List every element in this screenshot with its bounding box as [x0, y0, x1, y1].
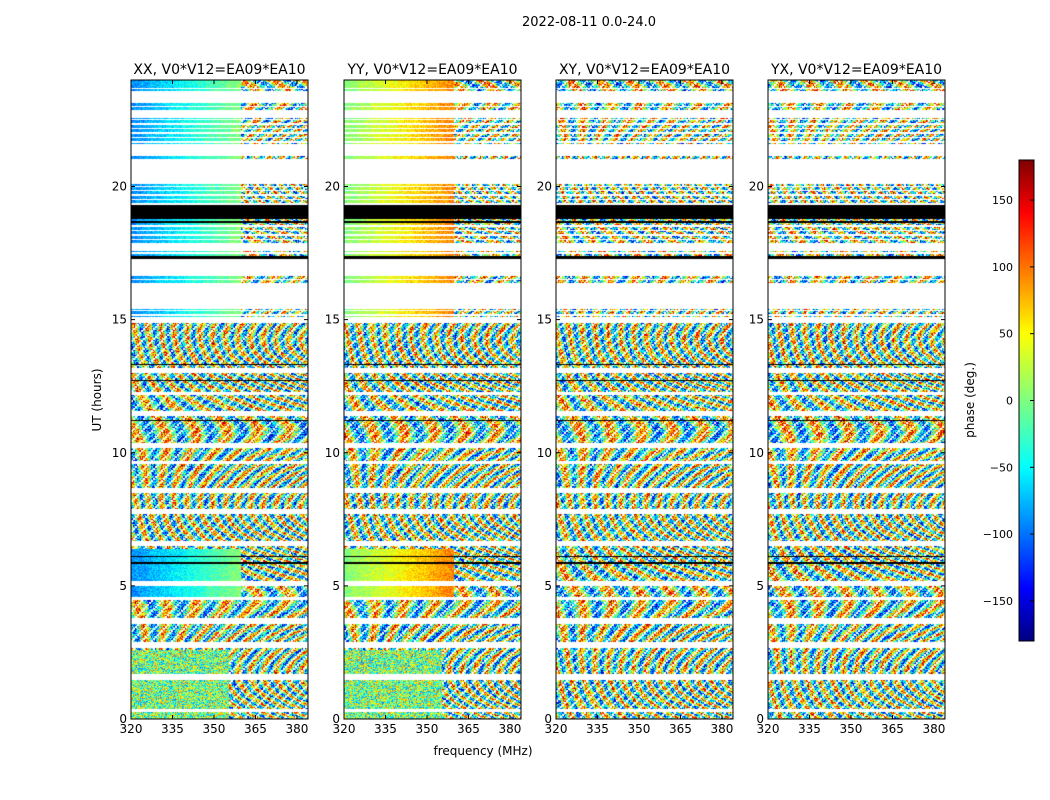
y-tick-label: 20: [749, 180, 764, 194]
y-tick-label: 5: [119, 579, 127, 593]
y-tick-label: 20: [112, 180, 127, 194]
x-axis-label: frequency (MHz): [433, 744, 532, 758]
x-tick-label: 335: [374, 722, 397, 736]
panel-frame: [343, 79, 522, 720]
y-tick-label: 10: [537, 446, 552, 460]
panel-xy: XY, V0*V12=EA09*EA10 320 335 350 365 380 0 5 10 1…: [537, 62, 734, 736]
y-tick-label: 0: [332, 712, 340, 726]
x-tick-label: 350: [840, 722, 863, 736]
panel-frame: [767, 79, 946, 720]
figure-title: 2022-08-11 0.0-24.0: [522, 15, 656, 30]
colorbar-tick-label: 150: [992, 194, 1013, 207]
panel-yx: YX, V0*V12=EA09*EA10 320 335 350 365 380 0 5 10 1…: [749, 62, 946, 736]
x-tick-label: 365: [881, 722, 904, 736]
x-tick-label: 320: [120, 722, 143, 736]
phase-heatmap-image: [768, 80, 945, 719]
y-tick-label: 15: [749, 313, 764, 327]
colorbar: 150 100 50 0 −50 −100 −150 phase (deg.): [963, 159, 1035, 642]
colorbar-ticks: 150 100 50 0 −50 −100 −150: [983, 194, 1034, 608]
phase-heatmap-image: [131, 80, 308, 719]
colorbar-tick-label: −150: [983, 595, 1013, 608]
y-axis-label: UT (hours): [90, 368, 104, 431]
y-tick-label: 20: [325, 180, 340, 194]
y-tick-label: 5: [544, 579, 552, 593]
x-tick-label: 365: [457, 722, 480, 736]
panel-title: XY, V0*V12=EA09*EA10: [559, 62, 730, 78]
colorbar-tick-label: 0: [1006, 395, 1013, 408]
phase-heatmap-image: [344, 80, 521, 719]
colorbar-tick-label: 100: [992, 261, 1013, 274]
y-tick-label: 5: [332, 579, 340, 593]
x-tick-label: 320: [757, 722, 780, 736]
y-tick-label: 5: [756, 579, 764, 593]
panels: XX, V0*V12=EA09*EA10 320 335 350 365 380 0 5 10 1…: [112, 62, 946, 736]
x-tick-label: 335: [586, 722, 609, 736]
y-tick-label: 0: [544, 712, 552, 726]
x-tick-label: 380: [922, 722, 945, 736]
panel-title: YX, V0*V12=EA09*EA10: [770, 62, 942, 78]
y-tick-label: 0: [119, 712, 127, 726]
x-tick-label: 380: [498, 722, 521, 736]
x-tick-label: 335: [161, 722, 184, 736]
y-tick-label: 10: [112, 446, 127, 460]
panel-xx: XX, V0*V12=EA09*EA10 320 335 350 365 380 0 5 10 1…: [112, 62, 309, 736]
phase-heatmap-image: [556, 80, 733, 719]
colorbar-tick-label: 50: [999, 328, 1013, 341]
panel-frame: [555, 79, 734, 720]
x-tick-label: 365: [669, 722, 692, 736]
x-tick-label: 320: [333, 722, 356, 736]
x-tick-label: 350: [416, 722, 439, 736]
x-tick-label: 350: [628, 722, 651, 736]
y-tick-label: 10: [325, 446, 340, 460]
x-tick-label: 320: [545, 722, 568, 736]
y-tick-label: 0: [756, 712, 764, 726]
x-tick-label: 380: [285, 722, 308, 736]
y-tick-label: 15: [112, 313, 127, 327]
panel-title: YY, V0*V12=EA09*EA10: [346, 62, 517, 78]
colorbar-tick-label: −100: [983, 528, 1013, 541]
panel-yy: YY, V0*V12=EA09*EA10 320 335 350 365 380 0 5 10 1…: [325, 62, 522, 736]
colorbar-tick-label: −50: [990, 461, 1013, 474]
x-tick-label: 350: [203, 722, 226, 736]
x-tick-label: 365: [244, 722, 267, 736]
x-tick-label: 335: [798, 722, 821, 736]
y-tick-label: 20: [537, 180, 552, 194]
x-tick-label: 380: [710, 722, 733, 736]
y-tick-label: 15: [325, 313, 340, 327]
panel-title: XX, V0*V12=EA09*EA10: [133, 62, 305, 78]
y-tick-label: 10: [749, 446, 764, 460]
panel-frame: [130, 79, 309, 720]
colorbar-label: phase (deg.): [963, 362, 977, 438]
y-tick-label: 15: [537, 313, 552, 327]
